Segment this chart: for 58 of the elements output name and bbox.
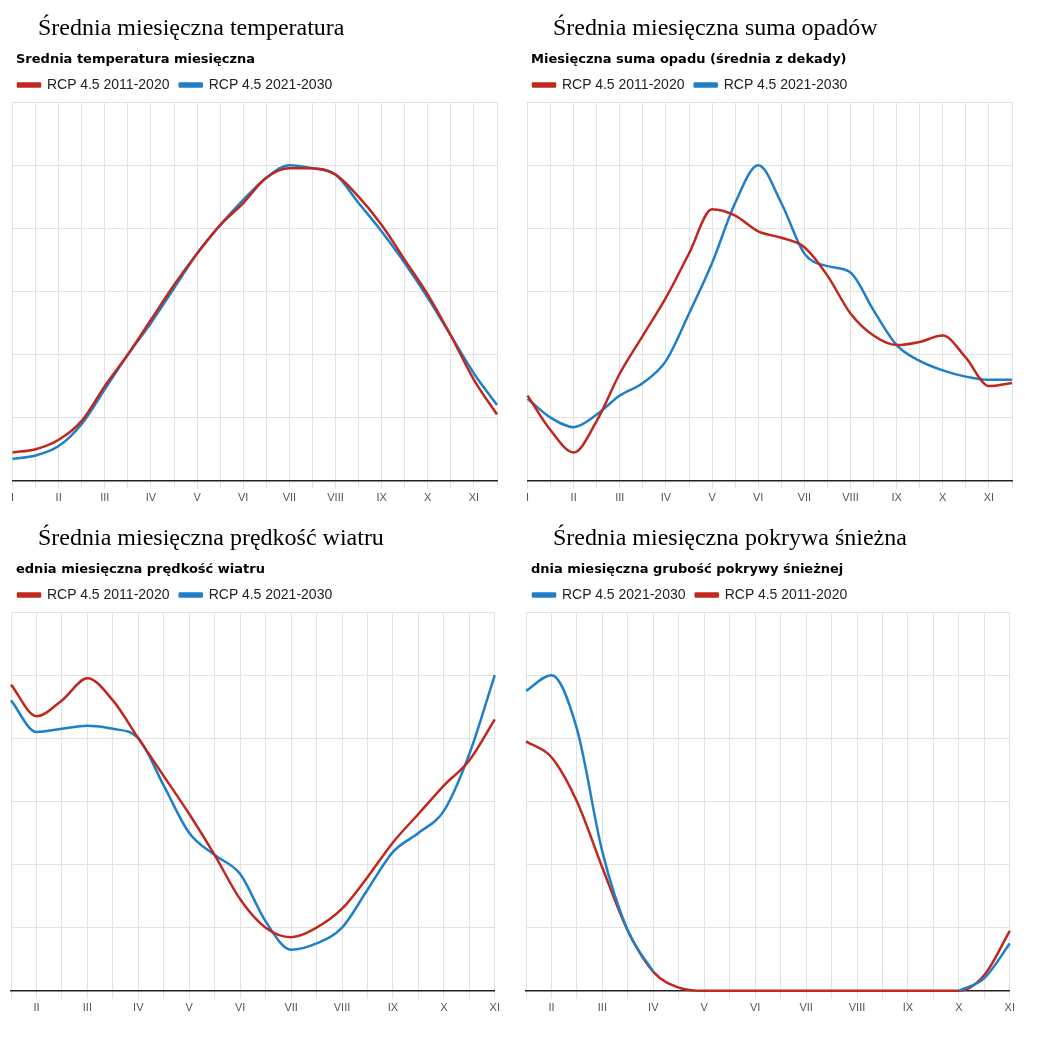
x-tick-label: V: [185, 1001, 194, 1014]
x-tick-label: V: [700, 1001, 709, 1014]
chart-title: Średnia miesięczna suma opadów: [553, 14, 879, 41]
x-tick-label: V: [193, 491, 202, 504]
x-tick-label: VII: [282, 491, 297, 504]
x-tick-label: VIII: [848, 1001, 866, 1014]
x-tick-label: VI: [753, 491, 764, 504]
x-tick-label: II: [548, 1001, 555, 1014]
x-tick-label: IV: [133, 1001, 145, 1014]
x-tick-label: VI: [238, 491, 249, 504]
x-tick-label: VI: [234, 1001, 246, 1014]
x-tick-label: IX: [891, 491, 903, 504]
x-tick-label: I: [11, 491, 15, 504]
x-tick-label: VIII: [842, 491, 859, 504]
x-tick-label: IX: [902, 1001, 914, 1014]
x-tick-label: VIII: [333, 1001, 351, 1014]
chart-title: Średnia miesięczna pokrywa śnieżna: [553, 524, 908, 551]
chart-subtitle: ednia miesięczna prędkość wiatru: [16, 561, 266, 576]
legend-label: RCP 4.5 2011-2020: [562, 75, 685, 92]
chart-subtitle: Srednia temperatura miesięczna: [16, 51, 257, 66]
x-tick-label: X: [424, 491, 433, 504]
x-tick-label: IX: [387, 1001, 399, 1014]
x-tick-label: X: [939, 491, 948, 504]
x-tick-label: III: [82, 1001, 92, 1014]
x-tick-label: II: [55, 491, 62, 504]
x-tick-label: IV: [660, 491, 672, 504]
x-tick-label: III: [615, 491, 625, 504]
x-tick-label: VII: [797, 491, 812, 504]
x-tick-label: VII: [284, 1001, 298, 1014]
x-tick-label: XI: [468, 491, 480, 504]
x-tick-label: XI: [489, 1001, 501, 1014]
chart-title: Średnia miesięczna temperatura: [38, 14, 346, 41]
x-tick-label: VIII: [327, 491, 344, 504]
chart-subtitle: Miesięczna suma opadu (średnia z dekady): [531, 51, 848, 66]
x-tick-label: IV: [145, 491, 157, 504]
x-tick-label: IV: [648, 1001, 660, 1014]
legend-label: RCP 4.5 2011-2020: [724, 585, 848, 602]
chart-subtitle: dnia miesięczna grubość pokrywy śnieżnej: [531, 561, 845, 576]
legend-label: RCP 4.5 2021-2030: [208, 585, 333, 602]
x-tick-label: IX: [376, 491, 388, 504]
x-tick-label: I: [526, 491, 530, 504]
legend-label: RCP 4.5 2021-2030: [208, 75, 333, 92]
x-tick-label: VII: [799, 1001, 813, 1014]
x-tick-label: XI: [1004, 1001, 1016, 1014]
legend-label: RCP 4.5 2011-2020: [47, 585, 170, 602]
x-tick-label: II: [570, 491, 577, 504]
x-tick-label: X: [955, 1001, 964, 1014]
legend-label: RCP 4.5 2011-2020: [47, 75, 170, 92]
x-tick-label: III: [597, 1001, 607, 1014]
legend-label: RCP 4.5 2021-2030: [723, 75, 848, 92]
x-tick-label: VI: [749, 1001, 761, 1014]
x-tick-label: II: [33, 1001, 40, 1014]
chart-title: Średnia miesięczna prędkość wiatru: [38, 524, 385, 551]
x-tick-label: III: [100, 491, 110, 504]
x-tick-label: X: [440, 1001, 449, 1014]
legend-label: RCP 4.5 2021-2030: [562, 585, 686, 602]
x-tick-label: XI: [983, 491, 995, 504]
x-tick-label: V: [708, 491, 717, 504]
